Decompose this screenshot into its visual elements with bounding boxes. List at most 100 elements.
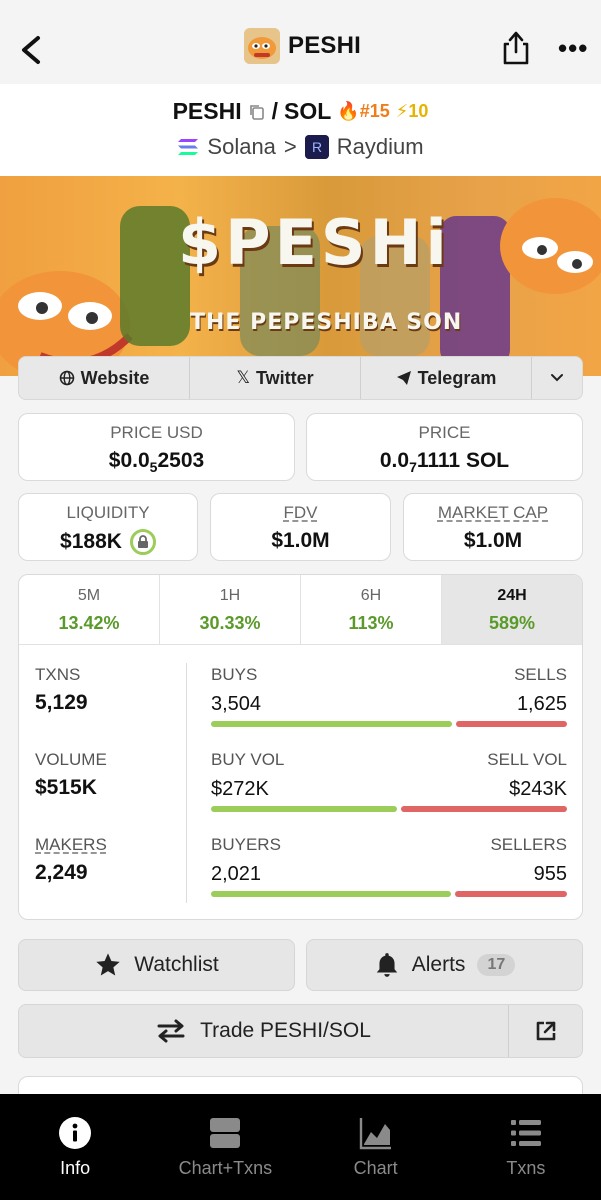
price-usd-label: PRICE USD [110,423,203,442]
trade-button[interactable]: Trade PESHI/SOL [19,1005,509,1057]
sellers-bar-segment [454,891,567,897]
share-icon[interactable] [500,28,532,68]
tab-5m[interactable]: 5M 13.42% [19,575,160,644]
watchlist-button[interactable]: Watchlist [18,939,295,991]
twitter-link[interactable]: 𝕏 Twitter [190,357,361,399]
timeframe-tabs: 5M 13.42% 1H 30.33% 6H 113% 24H 589% [19,575,582,645]
makers-label[interactable]: MAKERS [35,835,107,854]
sell-vol-label: SELL VOL [487,750,567,769]
svg-text:R: R [312,139,322,155]
volume-value: $515K [35,776,97,799]
more-links-button[interactable] [532,357,582,399]
banner-title: $PESHi [178,206,451,279]
alerts-button[interactable]: Alerts 17 [306,939,583,991]
liquidity-card: LIQUIDITY $188K [18,493,198,561]
dex-name[interactable]: Raydium [336,134,424,159]
price-native-value: 0.071111 SOL [379,449,510,476]
lightning-icon: ⚡ [395,101,409,121]
fdv-label: FDV [283,503,318,522]
makers-value: 2,249 [35,861,88,884]
nav-chart-txns-label: Chart+Txns [178,1158,273,1178]
buy-sell-column: BUYS SELLS 3,504 1,625 BUY VOL SELL VOL … [211,665,567,919]
sell-vol-bar-segment [400,806,567,812]
fdv-card[interactable]: FDV $1.0M [210,493,391,561]
split-view-icon [210,1118,241,1148]
area-chart-icon [359,1118,391,1150]
lock-icon[interactable] [129,529,156,555]
fdv-value: $1.0M [271,529,330,552]
fire-icon: 🔥 [337,101,360,121]
buyvol-sellvol-bar [211,806,567,812]
swap-arrows-icon [157,1019,185,1043]
nav-txns[interactable]: Txns [451,1094,601,1200]
raydium-icon: R [304,135,329,159]
price-native-card: PRICE 0.071111 SOL [306,413,583,481]
boost-count[interactable]: ⚡10 [395,101,429,121]
tab-24h[interactable]: 24H 589% [442,575,582,644]
social-links-bar: Website 𝕏 Twitter Telegram [18,356,583,400]
token-banner: $PESHi THE PEPESHIBA SON [0,176,601,376]
website-link[interactable]: Website [19,357,190,399]
nav-info[interactable]: Info [0,1094,150,1200]
buyers-bar-segment [211,891,451,897]
price-usd-card: PRICE USD $0.052503 [18,413,295,481]
tab-1h[interactable]: 1H 30.33% [160,575,301,644]
liquidity-label: LIQUIDITY [66,503,150,522]
chain-name[interactable]: Solana [207,134,276,159]
buy-vol-label: BUY VOL [211,750,285,769]
txns-value: 5,129 [35,691,88,714]
copy-icon[interactable] [248,103,266,121]
sell-bar-segment [456,721,567,727]
nav-info-label: Info [60,1158,91,1178]
more-options-icon[interactable]: ••• [558,33,589,63]
top-bar: PESHI ••• [0,0,601,84]
banner-subtitle: THE PEPESHIBA SON [190,310,463,335]
token-logo [244,28,280,64]
price-usd-value: $0.052503 [108,449,205,476]
bell-icon [376,953,397,977]
telegram-link[interactable]: Telegram [361,357,532,399]
market-cap-card[interactable]: MARKET CAP $1.0M [403,493,583,561]
tab-6h[interactable]: 6H 113% [301,575,442,644]
liquidity-value: $188K [60,530,122,553]
chevron-right-icon: > [283,134,297,159]
telegram-label: Telegram [417,367,497,388]
telegram-icon [396,371,411,385]
pair-base: PESHI [172,98,242,124]
external-link-icon [536,1021,556,1041]
buyers-label: BUYERS [211,835,281,854]
txns-label: TXNS [35,665,81,684]
nav-chart-label: Chart [353,1158,398,1178]
chevron-down-icon [551,374,563,382]
buyers-sellers-bar [211,891,567,897]
nav-chart[interactable]: Chart [301,1094,451,1200]
twitter-label: Twitter [256,367,314,388]
open-external-button[interactable] [509,1005,583,1057]
trending-rank[interactable]: 🔥#15 [337,101,390,121]
buy-vol-bar-segment [211,806,397,812]
market-cap-value: $1.0M [463,529,523,552]
star-icon [96,953,120,976]
bottom-nav: Info Chart+Txns Chart Txns [0,1094,601,1200]
buy-vol-value: $272K [211,778,269,800]
stats-panel: 5M 13.42% 1H 30.33% 6H 113% 24H 589% TXN… [18,574,583,920]
x-logo-icon: 𝕏 [236,368,251,387]
solana-icon [178,139,199,155]
buys-sells-row: BUYS SELLS 3,504 1,625 [211,665,567,750]
page-title: PESHI [288,32,362,59]
buy-bar-segment [211,721,453,727]
website-label: Website [80,367,150,388]
globe-icon [59,370,74,386]
buyers-sellers-row: BUYERS SELLERS 2,021 955 [211,835,567,919]
buys-label: BUYS [211,665,258,684]
pair-separator: / [271,98,278,124]
nav-chart-txns[interactable]: Chart+Txns [150,1094,300,1200]
sells-value: 1,625 [516,693,567,715]
buys-value: 3,504 [211,693,262,715]
column-divider [186,663,187,903]
buys-sells-bar [211,721,567,727]
back-arrow-icon[interactable] [16,30,46,70]
sellers-value: 955 [533,863,567,885]
info-icon [59,1117,92,1149]
totals-column: TXNS 5,129 VOLUME $515K MAKERS 2,249 [35,665,185,919]
